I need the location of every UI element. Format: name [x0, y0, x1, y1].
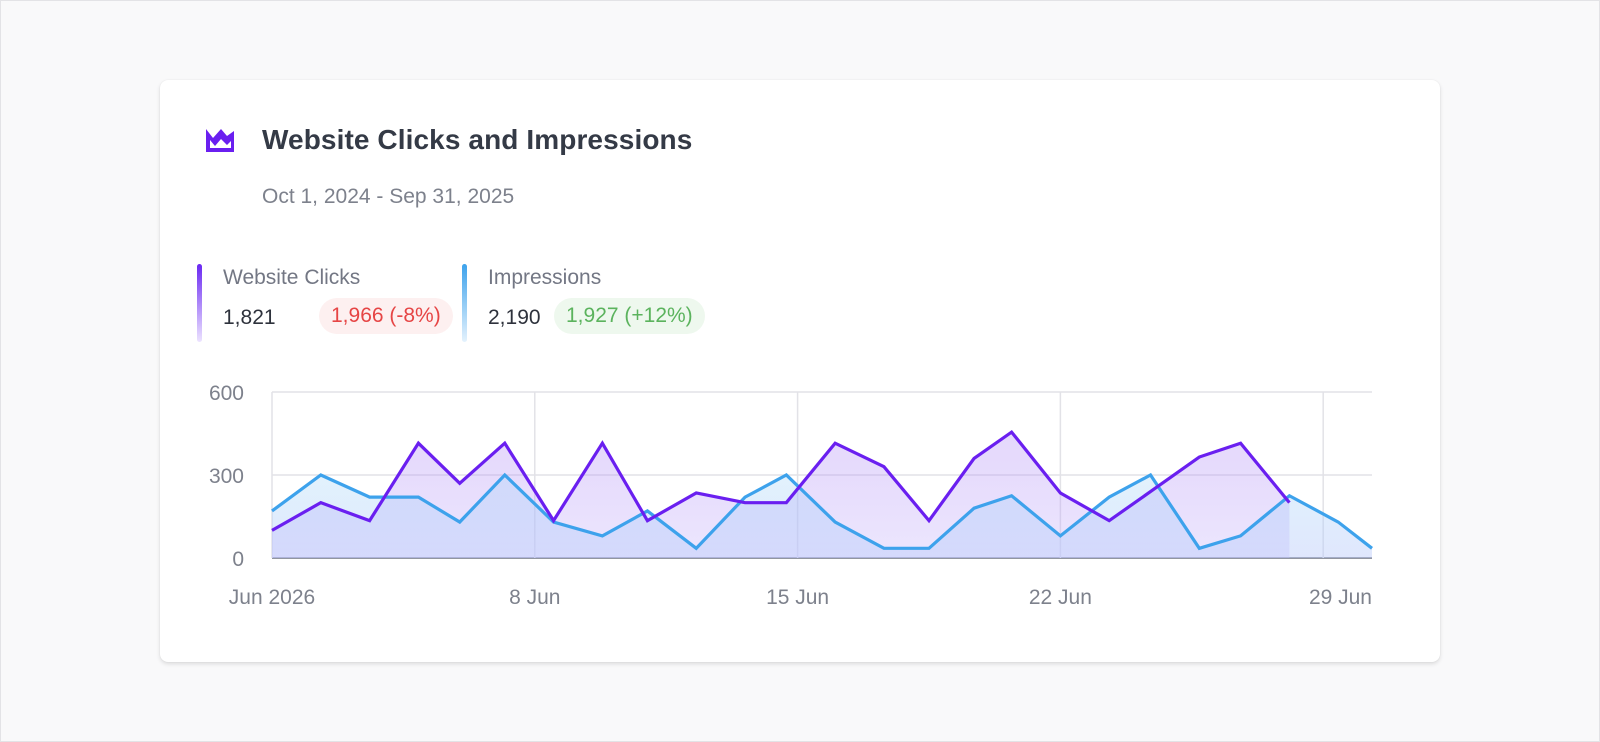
- metric-comparison-badge: 1,966 (-8%): [319, 298, 453, 334]
- y-tick-label: 0: [232, 548, 244, 571]
- legend-bar: [462, 264, 467, 342]
- chart-card: Website Clicks and Impressions Oct 1, 20…: [160, 80, 1440, 662]
- series-line-website-clicks: [271, 429, 1291, 532]
- metric-value: 1,821: [223, 306, 276, 329]
- card-title: Website Clicks and Impressions: [262, 124, 693, 155]
- y-tick-label: 600: [209, 382, 244, 405]
- area-chart-icon: [206, 129, 234, 152]
- metric-label: Website Clicks: [223, 266, 361, 289]
- series-line-impressions: [271, 472, 1373, 551]
- x-tick-label: 8 Jun: [509, 586, 560, 609]
- metric-value: 2,190: [488, 306, 541, 329]
- x-tick-label: 22 Jun: [1029, 586, 1092, 609]
- x-tick-label: 15 Jun: [766, 586, 829, 609]
- series-area-impressions: [272, 475, 1372, 558]
- date-range: Oct 1, 2024 - Sep 31, 2025: [262, 185, 515, 208]
- x-tick-label: 29 Jun: [1309, 586, 1372, 609]
- metric-label: Impressions: [488, 266, 602, 289]
- legend-bar: [197, 264, 202, 342]
- y-tick-label: 300: [209, 465, 244, 488]
- line-area-chart: 0 300 600 Jun 2026 8 Jun 15 Jun 22 Jun 29 Jun: [209, 382, 1373, 609]
- x-tick-label: Jun 2026: [229, 586, 315, 609]
- metric-comparison-badge: 1,927 (+12%): [554, 298, 705, 334]
